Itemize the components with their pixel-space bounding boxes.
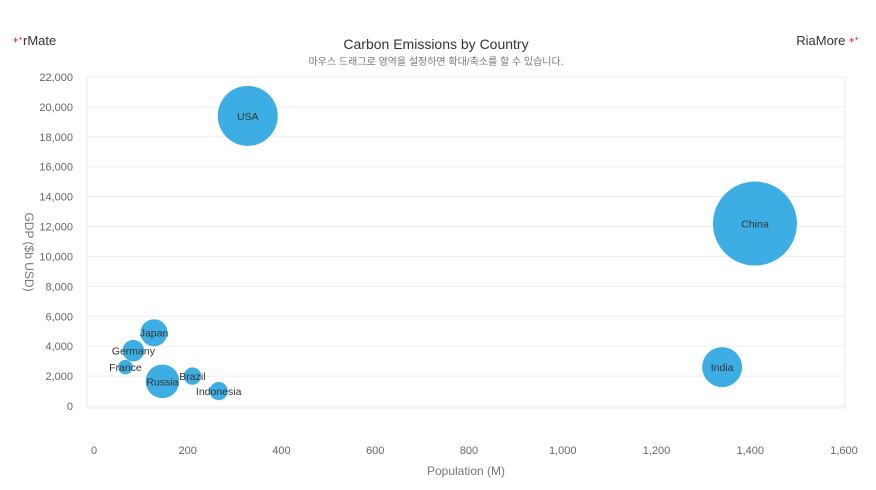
- chart-subtitle: 마우스 드래그로 영역을 설정하면 확대/축소를 할 수 있습니다.: [308, 55, 563, 68]
- bubble-label-france: France: [109, 362, 142, 374]
- bubble-indonesia[interactable]: [209, 381, 228, 401]
- bubble-germany[interactable]: [122, 339, 145, 362]
- y-tick-label: 12,000: [39, 222, 73, 234]
- bubble-labels: USA China India Japan Germany France Russia Bra…: [109, 111, 769, 398]
- y-axis: 0 2,000 4,000 6,000 8,000 10,000 12,000 14,000 1…: [39, 72, 73, 413]
- y-tick-label: 4,000: [45, 341, 73, 353]
- y-tick-label: 16,000: [39, 162, 73, 174]
- x-tick-label: 200: [179, 445, 197, 457]
- bubble-china[interactable]: [712, 181, 797, 266]
- y-tick-label: 20,000: [39, 102, 73, 114]
- bubble-japan[interactable]: [140, 319, 168, 347]
- y-tick-label: 2,000: [45, 371, 73, 383]
- logo-mark-icon: +⁺: [13, 35, 24, 45]
- bubble-label-russia: Russia: [146, 376, 178, 388]
- y-tick-label: 0: [67, 401, 73, 413]
- bubble-india[interactable]: [702, 347, 743, 388]
- bubble-label-brazil: Brazil: [179, 371, 205, 383]
- bubble-label-usa: USA: [237, 111, 259, 123]
- y-tick-label: 18,000: [39, 132, 73, 144]
- y-tick-label: 22,000: [39, 72, 73, 84]
- brand-logo-right: RiaMore +⁺: [796, 33, 859, 48]
- x-axis: 0 200 400 600 800 1,000 1,200 1,400 1,600: [91, 445, 858, 457]
- bubble-label-china: China: [741, 219, 769, 231]
- y-tick-label: 8,000: [45, 281, 73, 293]
- bubble-usa[interactable]: [217, 85, 278, 146]
- y-tick-label: 14,000: [39, 192, 73, 204]
- bubble-france[interactable]: [118, 359, 133, 375]
- x-tick-label: 1,600: [830, 445, 858, 457]
- bubble-label-japan: Japan: [140, 328, 169, 340]
- x-tick-label: 400: [272, 445, 290, 457]
- bubble-label-indonesia: Indonesia: [196, 386, 242, 398]
- bubble-brazil[interactable]: [183, 367, 202, 385]
- x-tick-label: 0: [91, 445, 97, 457]
- x-tick-label: 800: [460, 445, 478, 457]
- brand-logo-left: +⁺rMate: [13, 33, 56, 48]
- bubble-label-germany: Germany: [112, 346, 156, 358]
- x-tick-label: 1,400: [736, 445, 764, 457]
- x-tick-label: 600: [366, 445, 384, 457]
- y-tick-label: 10,000: [39, 251, 73, 263]
- x-tick-label: 1,000: [549, 445, 577, 457]
- brand-left-text: rMate: [23, 33, 57, 48]
- chart-title: Carbon Emissions by Country: [343, 36, 528, 52]
- y-tick-label: 6,000: [45, 311, 73, 323]
- y-axis-title: GDP ($b USD): [22, 212, 36, 291]
- bubble-series[interactable]: [118, 85, 797, 401]
- bubble-label-india: India: [711, 362, 734, 374]
- x-axis-title: Population (M): [427, 464, 505, 478]
- logo-mark-icon: +⁺: [848, 35, 859, 45]
- brand-right-text: RiaMore: [796, 33, 846, 48]
- bubble-russia[interactable]: [145, 364, 180, 399]
- x-tick-label: 1,200: [643, 445, 671, 457]
